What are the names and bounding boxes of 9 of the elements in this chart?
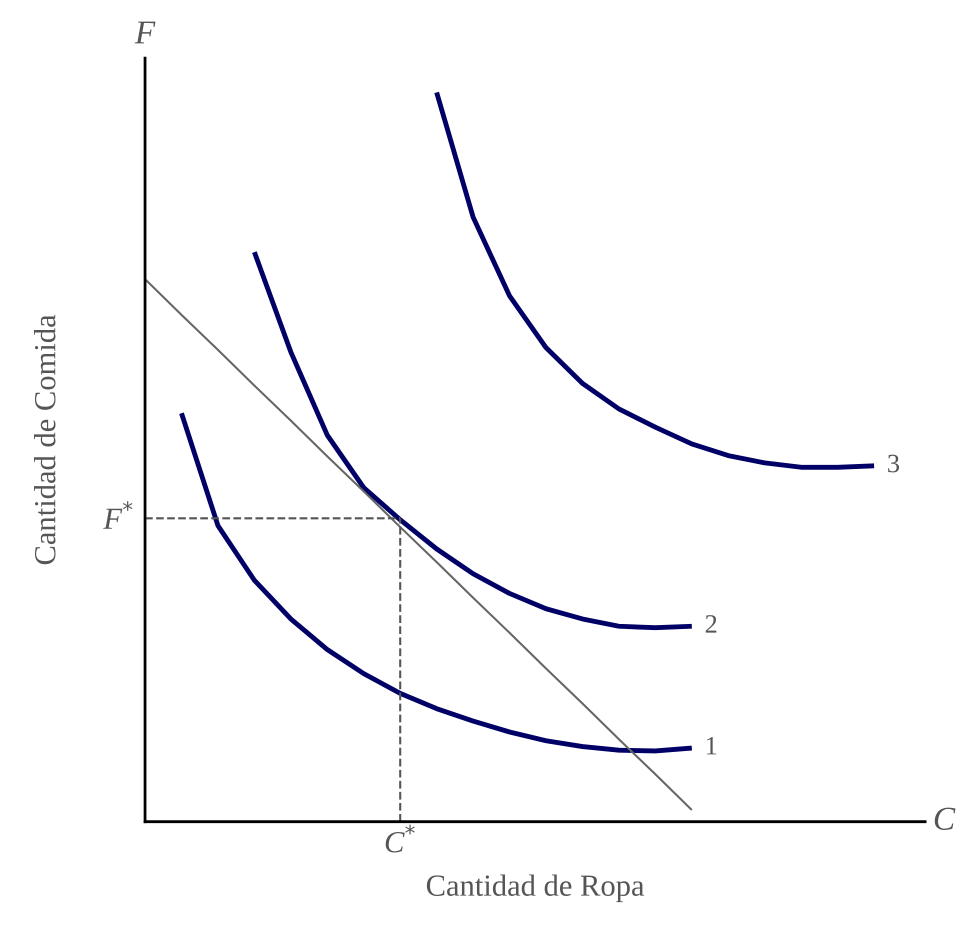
y-axis-title: Cantidad de Comida [34,314,56,564]
series-label: 2 [706,615,716,633]
series-label: 1 [706,736,716,754]
x-axis-title: Cantidad de Ropa [426,874,644,902]
text: C [934,808,956,830]
series-label: 3 [888,454,900,472]
text: C$^{*}$ [386,824,415,852]
text: F [134,22,156,44]
ref-line-label: F$^{*}$ [103,501,132,529]
